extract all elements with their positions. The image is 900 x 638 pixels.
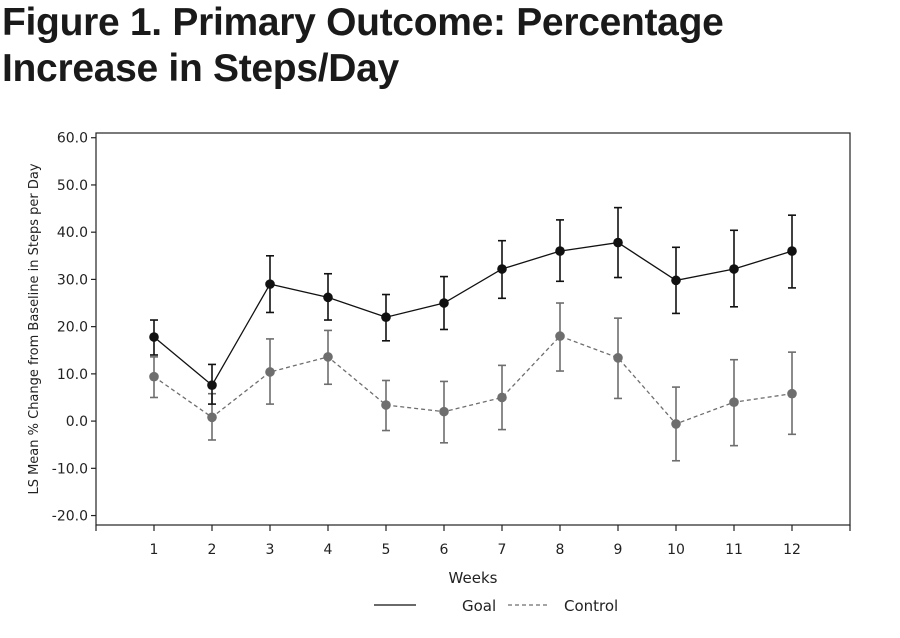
y-axis: -20.0 -10.0 0.0 10.0 20.0 30.0 40.0 50.0 60.0	[52, 131, 96, 525]
x-tick-label-10: 10	[667, 542, 685, 558]
series-control-point-week-4	[323, 352, 333, 362]
legend-control-label: Control	[564, 597, 618, 615]
x-tick-label-12: 12	[783, 542, 801, 558]
figure-title: Figure 1. Primary Outcome: Percentage In…	[2, 0, 892, 92]
series-control-line	[153, 335, 793, 425]
x-axis-label: Weeks	[449, 569, 498, 587]
y-tick-label--20: -20.0	[52, 509, 88, 525]
x-tick-label-5: 5	[382, 542, 391, 558]
plot-area-frame	[95, 132, 851, 526]
x-tick-label-8: 8	[556, 542, 565, 558]
y-tick-label-0: 0.0	[66, 414, 88, 430]
y-tick-label-10: 10.0	[57, 367, 88, 383]
y-tick-label-50: 50.0	[57, 178, 88, 194]
y-tick-label-30: 30.0	[57, 272, 88, 288]
series-goal-point-week-4	[323, 292, 333, 303]
y-axis-label: LS Mean % Change from Baseline in Steps …	[27, 163, 42, 494]
x-tick-label-1: 1	[150, 542, 159, 558]
y-tick-label-20: 20.0	[57, 320, 88, 336]
series-control-point-week-1	[149, 371, 159, 382]
x-tick-label-4: 4	[324, 542, 333, 558]
x-axis: 1 2 3 4 5 6 7 8 9 10 11 12	[95, 525, 851, 558]
series-goal-point-week-6	[439, 298, 449, 308]
legend: Goal Control	[374, 597, 618, 615]
y-tick-label-40: 40.0	[57, 225, 88, 241]
series-goal-point-week-1	[149, 332, 159, 342]
series-goal	[149, 206, 797, 405]
series-control-point-week-7	[497, 392, 507, 403]
figure-title-line-1: Figure 1. Primary Outcome: Percentage	[2, 1, 724, 44]
series-goal-point-week-7	[497, 264, 507, 274]
x-tick-label-3: 3	[266, 542, 275, 558]
series-layer	[149, 206, 797, 462]
x-tick-label-9: 9	[614, 542, 623, 558]
series-control	[149, 302, 797, 462]
series-goal-line	[153, 241, 793, 387]
x-tick-label-11: 11	[725, 542, 743, 558]
series-goal-point-week-10	[671, 275, 681, 286]
series-goal-point-week-3	[265, 279, 275, 289]
series-goal-point-week-2	[207, 380, 217, 391]
y-tick-label--10: -10.0	[52, 461, 88, 477]
series-goal-point-week-5	[381, 312, 391, 322]
series-goal-point-week-11	[729, 264, 739, 274]
y-tick-label-60: 60.0	[57, 131, 88, 147]
x-tick-label-6: 6	[440, 542, 449, 558]
series-control-point-week-9	[613, 353, 623, 363]
series-control-point-week-10	[671, 419, 681, 429]
series-control-point-week-2	[207, 412, 217, 423]
series-control-point-week-11	[729, 397, 739, 408]
series-goal-point-week-12	[787, 246, 797, 256]
x-tick-label-2: 2	[208, 542, 217, 558]
series-control-point-week-3	[265, 367, 275, 377]
legend-goal-label: Goal	[462, 597, 496, 615]
series-goal-point-week-9	[613, 237, 623, 248]
figure-title-line-2: Increase in Steps/Day	[2, 47, 399, 90]
x-tick-label-7: 7	[498, 542, 507, 558]
series-control-point-week-8	[555, 331, 565, 341]
series-control-point-week-5	[381, 400, 391, 410]
series-control-point-week-12	[787, 388, 797, 399]
series-control-point-week-6	[439, 406, 449, 417]
series-goal-point-week-8	[555, 246, 565, 256]
